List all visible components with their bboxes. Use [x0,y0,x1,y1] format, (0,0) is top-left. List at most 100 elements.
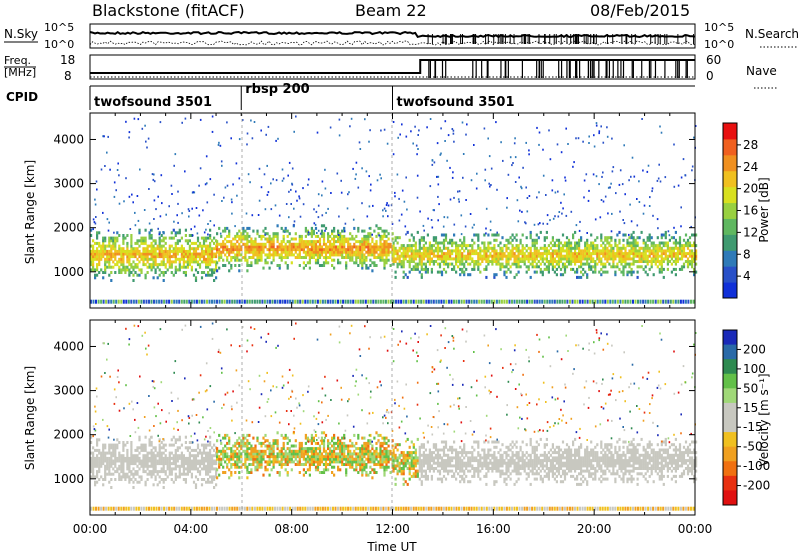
power-cell [170,184,173,187]
velocity-cell [168,456,171,460]
power-cell [691,169,693,172]
power-cell [592,246,595,250]
velocity-cell [341,449,344,453]
power-cell [355,253,358,257]
power-cell [432,254,435,258]
power-cell [515,246,518,250]
velocity-cell [282,455,285,459]
power-cell [436,270,440,274]
power-cell [473,223,475,226]
velocity-cell [218,455,221,459]
velocity-cell [182,462,185,466]
power-cell [695,262,698,266]
power-cell [248,264,251,267]
velocity-cell [327,468,330,472]
power-cell [646,238,649,242]
velocity-cell [268,460,271,464]
velocity-cell [130,446,133,450]
power-cell [559,249,563,253]
power-cell [563,257,567,261]
power-cell [95,180,98,183]
power-cell [614,252,617,256]
power-cell [674,241,677,245]
power-cell [453,233,456,237]
power-cell [235,162,238,165]
power-cell [511,262,514,266]
power-cell [314,234,318,238]
power-cell [246,232,249,236]
power-cell [132,268,135,272]
power-cell [555,273,558,277]
power-cell [636,241,639,245]
power-cell [606,126,608,129]
velocity-cell [213,443,216,447]
power-cell [106,252,109,256]
velocity-cell [104,446,107,450]
power-cell [238,177,241,180]
power-cell [574,230,577,234]
power-cell [156,247,159,251]
power-cell [264,258,267,262]
power-cell [517,252,520,256]
power-cell [341,253,344,257]
velocity-cell [136,480,139,484]
velocity-cell [192,454,196,458]
power-cell [310,234,313,238]
velocity-cell [226,457,229,461]
power-cell [150,255,153,259]
velocity-cell [188,446,191,450]
power-cell [594,265,597,269]
velocity-cell [209,448,212,452]
power-cell [341,250,344,254]
power-cell [102,236,105,240]
power-cell [104,165,106,167]
power-cell [420,275,423,279]
velocity-cell [158,443,161,447]
power-cell [146,146,148,149]
velocity-cell [134,459,137,463]
power-cell [241,119,244,121]
velocity-cell [142,464,145,468]
power-cell [140,271,143,274]
power-cell [381,253,384,257]
power-cell [324,226,328,230]
power-cell [614,254,617,258]
velocity-cell [246,471,249,474]
power-cell [316,253,320,257]
power-cell [616,265,619,269]
power-cell [385,240,388,244]
power-cell [606,260,609,263]
velocity-cell [180,456,183,460]
power-cell [207,265,210,269]
power-cell [408,260,411,263]
power-cell [616,262,619,266]
power-cell [451,252,454,256]
power-cell [110,236,113,240]
power-cell [621,183,624,186]
power-cell [473,241,476,245]
power-cell [367,240,370,244]
power-cell [551,265,554,269]
power-cell [195,207,198,209]
power-cell [596,236,599,240]
power-cell [240,253,243,257]
velocity-cell [211,478,214,481]
power-cell [108,236,111,240]
power-cell [396,173,399,176]
power-cell [557,265,561,269]
velocity-cell [361,473,364,477]
power-cell [405,135,408,138]
power-cell [637,299,639,304]
power-cell [234,237,237,241]
power-cell [436,252,440,256]
power-cell [618,254,621,258]
power-cell [610,244,613,248]
power-cell [396,249,399,253]
power-cell [290,253,293,257]
power-cell [503,265,506,269]
power-cell [170,236,173,240]
power-cell [463,249,466,253]
power-cell [424,241,427,245]
power-cell [140,252,143,256]
velocity-cell [205,480,208,484]
